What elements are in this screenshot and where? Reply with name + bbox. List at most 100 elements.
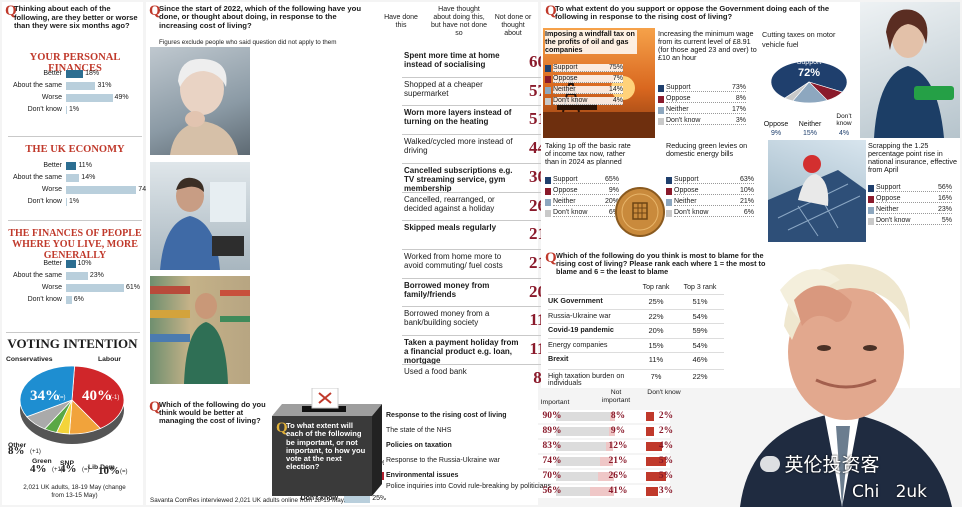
- row-label: Better: [43, 162, 62, 169]
- party-change: (=): [120, 469, 128, 475]
- support-value: 21%: [739, 198, 754, 205]
- support-row: Don't know 5%: [876, 217, 952, 225]
- bar-value: 18%: [85, 70, 100, 77]
- blame-top3-rank: 54%: [692, 340, 708, 350]
- photo-man-phone: [150, 162, 250, 270]
- support-row: Neither 21%: [674, 198, 754, 206]
- middle-subtitle: Figures exclude people who said question…: [159, 39, 337, 46]
- importance-value: 5%: [658, 456, 674, 466]
- support-row: Don't know 4%: [553, 97, 623, 105]
- photo-woman: [150, 47, 250, 155]
- action-label: Shopped at a cheaper supermarket: [404, 79, 483, 98]
- bar: [66, 296, 72, 304]
- party-name: SNP: [60, 460, 74, 467]
- fuel-pump-illustration: [874, 9, 954, 138]
- importance-row: Policies on taxation 83% 12% 4%: [384, 440, 673, 453]
- support-value: 9%: [608, 187, 619, 194]
- fuel-slice: [770, 60, 848, 99]
- blame-row: High taxation burden on individuals 7% 22%: [548, 368, 724, 387]
- voting-title: VOTING INTENTION: [7, 336, 138, 351]
- support-row: Support 75%: [553, 64, 623, 72]
- support-row: Neither 20%: [553, 198, 619, 206]
- support-label: Support: [553, 176, 578, 183]
- woman-illustration: [170, 58, 238, 155]
- support-row: Oppose 10%: [674, 187, 754, 195]
- support-swatch: [868, 185, 874, 192]
- wage-title: Increasing the minimum wage from its cur…: [658, 29, 757, 62]
- support-swatch: [545, 199, 551, 206]
- question-mark-icon: Q: [5, 3, 17, 19]
- support-value: 4%: [612, 97, 623, 104]
- importance-label: Response to the rising cost of living: [386, 412, 507, 419]
- coin-icon: [615, 187, 665, 237]
- party-value: 34%: [30, 388, 60, 404]
- blame-label: UK Government: [548, 296, 603, 305]
- bar-value: 61%: [125, 284, 140, 291]
- support-row: Neither 14%: [553, 86, 623, 94]
- party-bar: [344, 494, 371, 503]
- action-label: Cancelled, rearranged, or decided agains…: [404, 194, 495, 213]
- importance-value: 83%: [542, 441, 562, 451]
- row-label: Don't know: [27, 296, 62, 303]
- party-change: (+1): [52, 467, 63, 473]
- question-mark-icon: Q: [276, 420, 288, 436]
- bar-value: 14%: [81, 174, 96, 181]
- row-label: Worse: [41, 284, 62, 291]
- shop-illustration: [150, 286, 250, 384]
- blame-top-rank: 7%: [650, 371, 662, 381]
- left-group: THE UK ECONOMY Better 11% About the same 14%…: [4, 136, 152, 228]
- middle-question: Since the start of 2022, which of the fo…: [159, 4, 362, 30]
- blame-top-rank: 22%: [648, 311, 664, 321]
- bar: [66, 284, 124, 292]
- not-important-bar: [605, 442, 613, 451]
- blame-top3-rank: 54%: [692, 311, 708, 321]
- bar-value: 74%: [138, 186, 152, 193]
- fuel-label: know: [836, 120, 851, 127]
- green-title: Reducing green levies on domestic energy…: [666, 141, 748, 158]
- support-value: 16%: [937, 195, 952, 202]
- blame-top3-rank: 59%: [692, 326, 708, 335]
- blame-top3-rank: 51%: [692, 297, 708, 306]
- windfall-title: Imposing a windfall tax on the profits o…: [545, 30, 637, 54]
- support-swatch: [868, 218, 874, 225]
- support-swatch: [666, 199, 672, 206]
- blame-col-top-rank: Top rank: [642, 284, 670, 291]
- importance-value: 5%: [658, 471, 674, 481]
- dont-know-bar: [646, 412, 654, 421]
- support-swatch: [545, 65, 551, 72]
- blame-row: Covid-19 pandemic 20% 59%: [548, 323, 724, 337]
- support-row: Oppose 16%: [876, 195, 952, 203]
- group-title: THE UK ECONOMY: [25, 144, 125, 155]
- divider: [8, 220, 142, 221]
- blame-top3-rank: 22%: [692, 371, 708, 381]
- party-change: (=): [58, 395, 66, 401]
- importance-value: 74%: [542, 456, 562, 466]
- support-value: 6%: [608, 209, 619, 216]
- importance-row: Police inquiries into Covid rule-breakin…: [384, 483, 673, 498]
- blame-top-rank: 25%: [648, 297, 664, 306]
- importance-value: 2%: [658, 411, 674, 421]
- support-value: 6%: [743, 209, 754, 216]
- importance-row: Response to the rising cost of living 90%…: [384, 410, 673, 423]
- support-row: Oppose 8%: [666, 95, 746, 103]
- blame-top-rank: 15%: [648, 340, 664, 350]
- bar: [66, 174, 80, 182]
- support-label: Support: [674, 176, 699, 183]
- support-row: Oppose 9%: [553, 187, 619, 195]
- action-label: Skipped meals regularly: [404, 223, 497, 233]
- party-value: 40%: [82, 388, 112, 404]
- bar-value: 11%: [78, 162, 92, 169]
- support-swatch: [545, 98, 551, 105]
- photo-man-shop: [150, 276, 250, 384]
- support-label: Oppose: [666, 95, 691, 102]
- importance-value: 41%: [608, 486, 628, 496]
- support-row: Support 63%: [674, 176, 754, 184]
- support-value: 3%: [735, 117, 746, 124]
- watermark-en: Chi 2uk: [852, 482, 928, 502]
- support-value: 73%: [731, 84, 746, 91]
- support-row: Neither 17%: [666, 106, 746, 114]
- fuel-label: Neither: [799, 121, 822, 128]
- support-label: Neither: [553, 198, 576, 205]
- support-label: Neither: [553, 86, 576, 93]
- support-value: 20%: [604, 198, 619, 205]
